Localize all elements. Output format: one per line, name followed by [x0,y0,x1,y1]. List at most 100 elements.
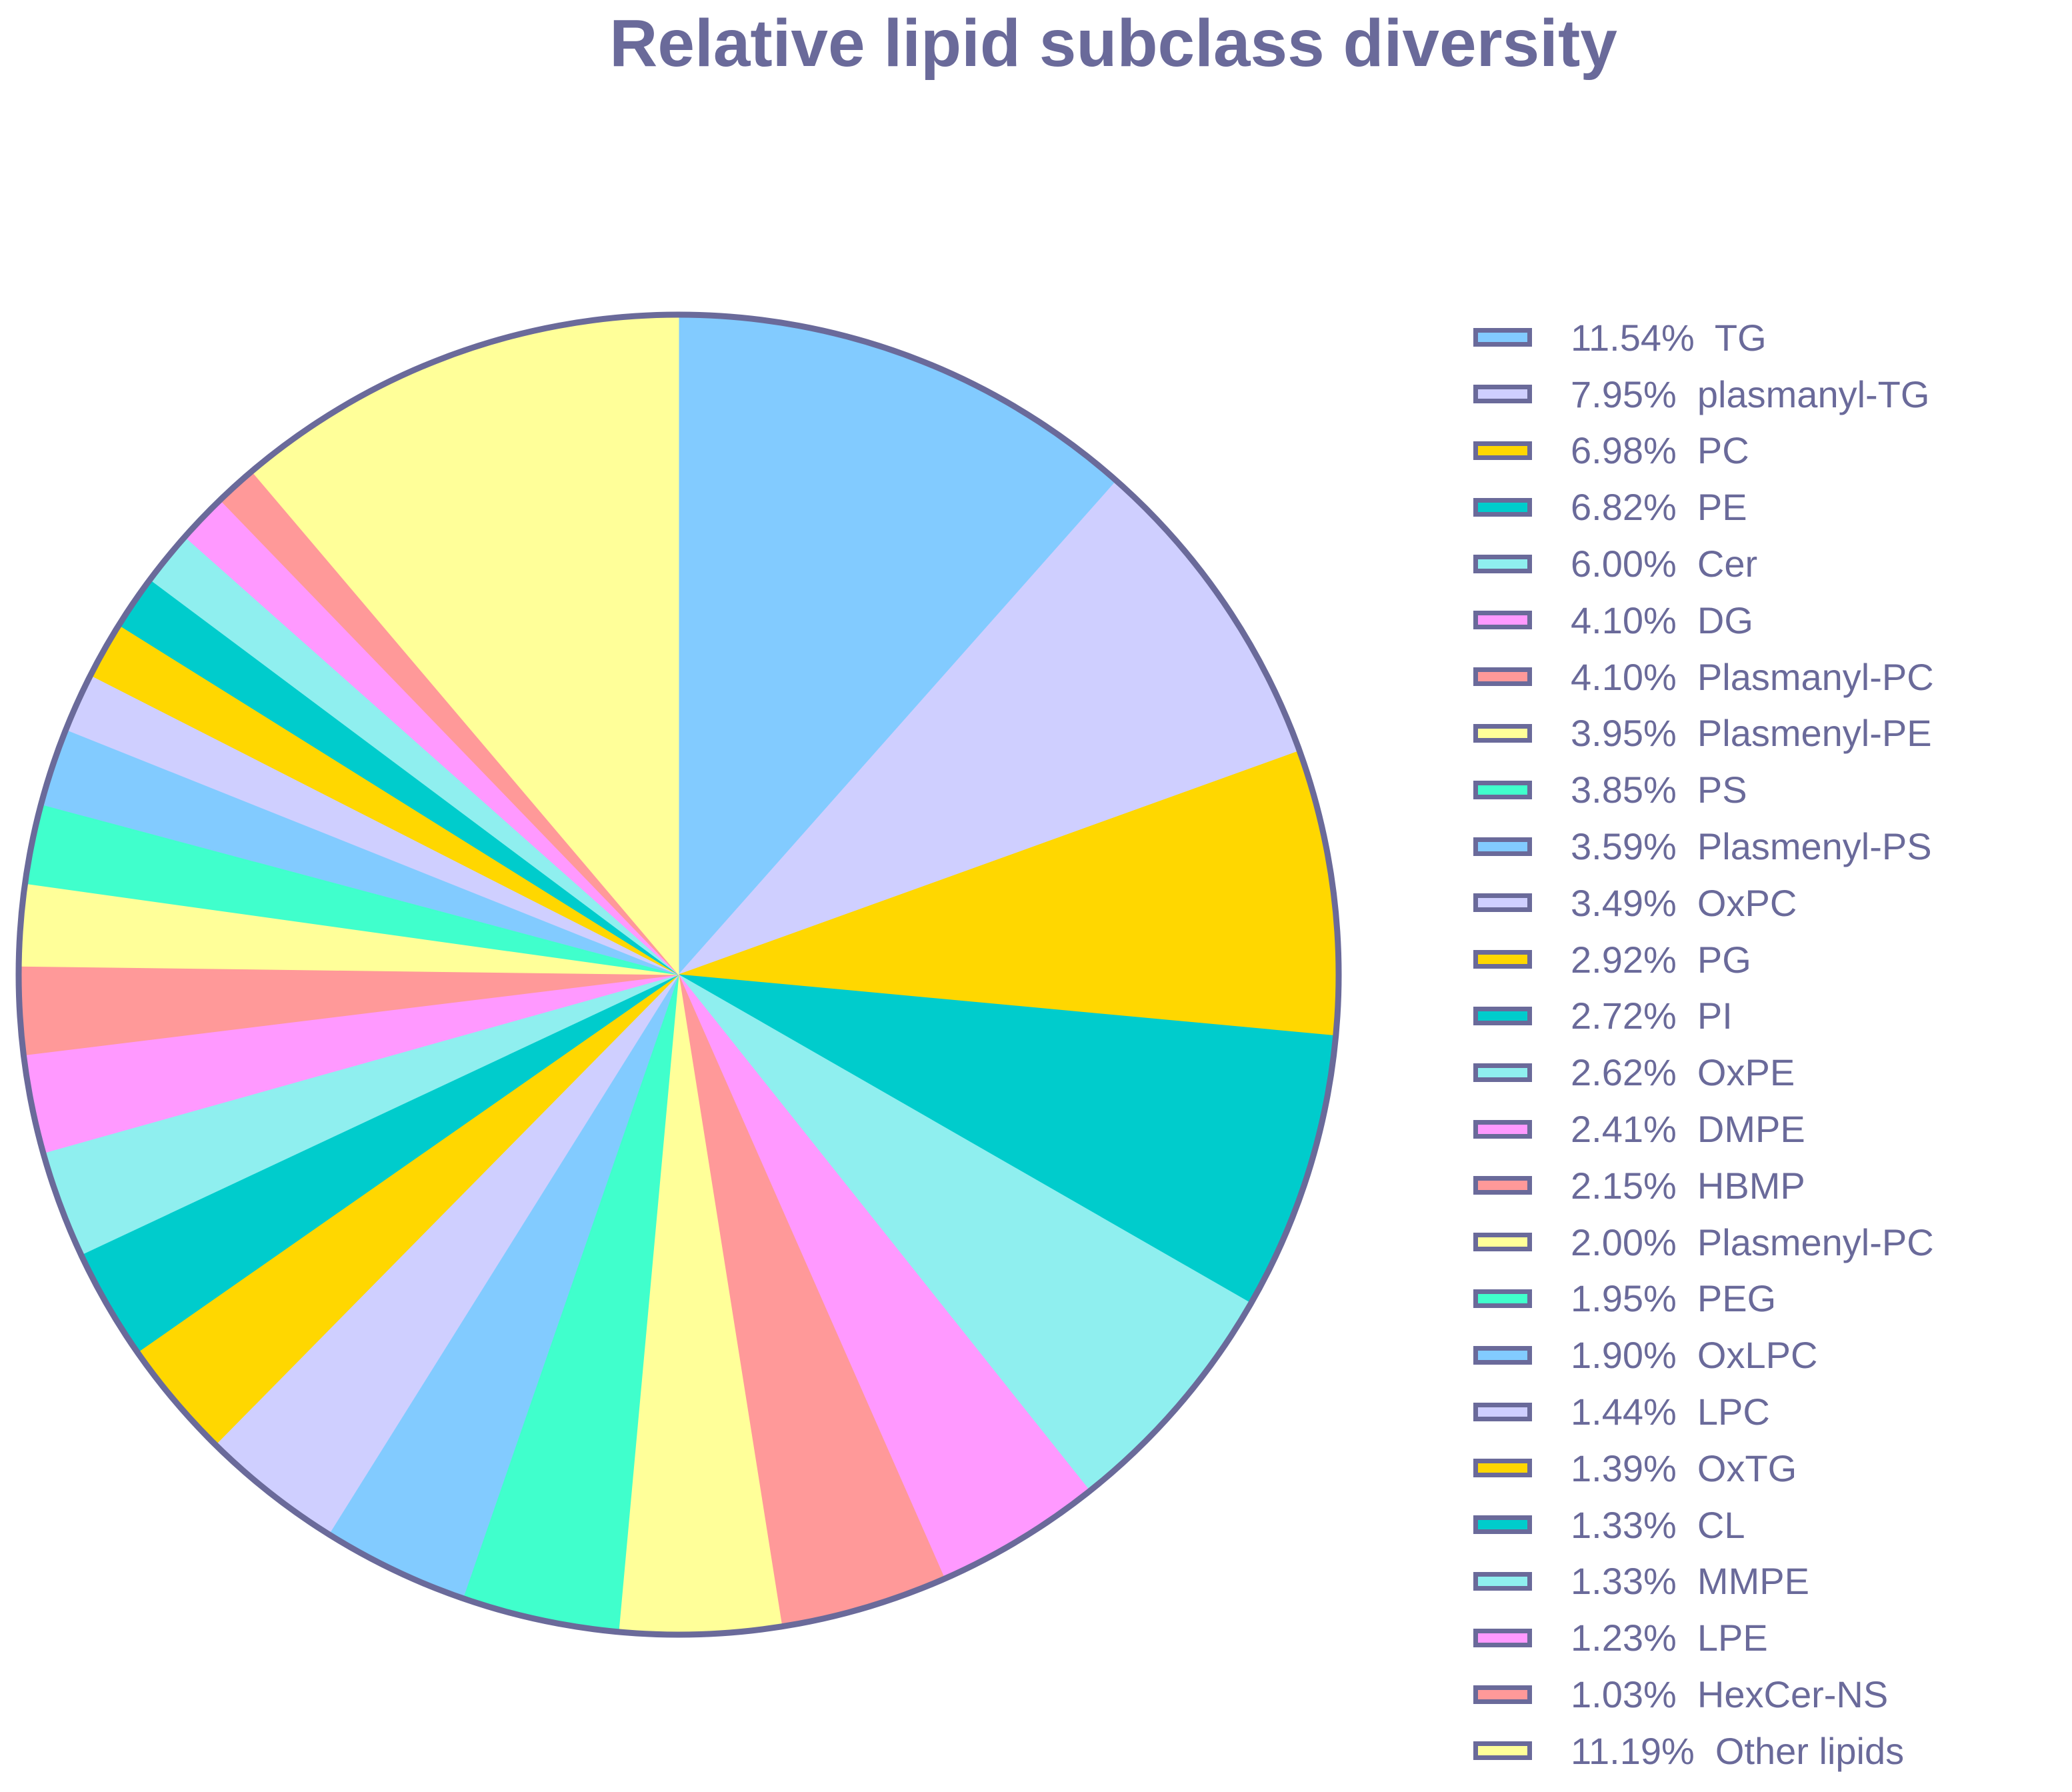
legend-label: plasmanyl-TG [1676,373,1930,415]
legend-label: Plasmenyl-PS [1676,825,1932,868]
legend-item: 1.03% HexCer-NS [1473,1666,1934,1723]
legend-swatch [1473,893,1532,913]
legend-swatch [1473,1515,1532,1535]
legend-swatch [1473,1176,1532,1195]
legend-swatch [1473,1628,1532,1647]
legend-item: 1.33% CL [1473,1497,1934,1553]
legend-percentage: 3.59% [1571,825,1677,868]
legend-label: Cer [1676,543,1758,585]
legend-swatch [1473,1006,1532,1025]
legend-swatch [1473,1741,1532,1761]
legend-item: 2.62% OxPE [1473,1044,1934,1101]
legend-label: HBMP [1676,1164,1805,1207]
legend-swatch [1473,1685,1532,1704]
legend-label: LPC [1676,1391,1770,1433]
pie-chart [15,311,1342,1638]
legend-swatch [1473,441,1532,460]
legend-label: PI [1676,995,1733,1037]
legend-label: PE [1676,486,1747,529]
legend-swatch [1473,723,1532,743]
legend-swatch [1473,554,1532,573]
legend-percentage: 6.82% [1571,486,1677,529]
legend-swatch [1473,611,1532,630]
legend-percentage: 1.23% [1571,1617,1677,1659]
legend-swatch [1473,1289,1532,1308]
legend-label: Plasmenyl-PE [1676,712,1932,755]
legend-item: 7.95% plasmanyl-TG [1473,366,1934,423]
legend-percentage: 1.95% [1571,1277,1677,1320]
legend-swatch [1473,1233,1532,1252]
legend-percentage: 2.00% [1571,1221,1677,1263]
legend-item: 3.59% Plasmenyl-PS [1473,818,1934,875]
legend-item: 3.95% Plasmenyl-PE [1473,705,1934,762]
legend-label: PG [1676,938,1751,981]
legend-item: 1.95% PEG [1473,1271,1934,1327]
legend-label: PEG [1676,1277,1777,1320]
legend-swatch [1473,837,1532,856]
legend-item: 6.98% PC [1473,423,1934,479]
legend-swatch [1473,1571,1532,1591]
legend-item: 2.00% Plasmenyl-PC [1473,1214,1934,1271]
legend-item: 1.33% MMPE [1473,1553,1934,1610]
legend-percentage: 2.62% [1571,1051,1677,1094]
legend-swatch [1473,497,1532,517]
legend-label: DMPE [1676,1108,1805,1151]
legend-item: 6.00% Cer [1473,535,1934,592]
legend-percentage: 1.39% [1571,1447,1677,1489]
legend-item: 3.49% OxPC [1473,875,1934,931]
legend-item: 2.92% PG [1473,931,1934,988]
legend-percentage: 2.92% [1571,938,1677,981]
legend-item: 2.72% PI [1473,988,1934,1045]
legend-percentage: 11.54% [1571,316,1695,359]
legend-label: Plasmenyl-PC [1676,1221,1934,1263]
legend-label: OxTG [1676,1447,1797,1489]
legend-item: 4.10% DG [1473,592,1934,649]
legend-percentage: 1.44% [1571,1391,1677,1433]
legend-percentage: 11.19% [1571,1729,1695,1772]
legend-swatch [1473,950,1532,969]
legend-item: 2.41% DMPE [1473,1101,1934,1157]
legend-item: 3.85% PS [1473,761,1934,818]
legend-label: CL [1676,1503,1745,1546]
legend-label: Plasmanyl-PC [1676,655,1934,698]
legend-label: OxPE [1676,1051,1795,1094]
legend-swatch [1473,1402,1532,1421]
legend-swatch [1473,1063,1532,1082]
legend-item: 6.82% PE [1473,479,1934,535]
legend-item: 1.90% OxLPC [1473,1327,1934,1383]
legend-percentage: 4.10% [1571,599,1677,641]
legend-percentage: 1.90% [1571,1334,1677,1377]
legend-percentage: 3.95% [1571,712,1677,755]
legend-swatch [1473,1345,1532,1365]
legend-percentage: 3.85% [1571,769,1677,811]
legend-item: 1.23% LPE [1473,1609,1934,1666]
legend-item: 1.39% OxTG [1473,1440,1934,1497]
legend-item: 11.19% Other lipids [1473,1723,1934,1779]
legend-label: Other lipids [1694,1729,1905,1772]
legend-label: DG [1676,599,1753,641]
legend: 11.54% TG 7.95% plasmanyl-TG 6.98% PC 6.82%… [1473,309,1934,1779]
legend-item: 1.44% LPC [1473,1383,1934,1440]
legend-swatch [1473,667,1532,687]
legend-percentage: 6.00% [1571,543,1677,585]
legend-percentage: 3.49% [1571,881,1677,924]
legend-label: MMPE [1676,1560,1809,1603]
legend-swatch [1473,1119,1532,1139]
legend-swatch [1473,1459,1532,1478]
legend-percentage: 1.33% [1571,1560,1677,1603]
legend-percentage: 2.72% [1571,995,1677,1037]
legend-swatch [1473,780,1532,799]
pie-slices [18,314,1339,1635]
legend-label: TG [1694,316,1767,359]
legend-label: PC [1676,429,1749,472]
legend-percentage: 7.95% [1571,373,1677,415]
legend-label: HexCer-NS [1676,1673,1889,1716]
legend-label: OxPC [1676,881,1797,924]
legend-swatch [1473,328,1532,347]
legend-label: LPE [1676,1617,1768,1659]
chart-title: Relative lipid subclass diversity [609,6,1617,81]
legend-item: 11.54% TG [1473,309,1934,366]
legend-item: 2.15% HBMP [1473,1157,1934,1214]
legend-label: OxLPC [1676,1334,1818,1377]
legend-percentage: 1.33% [1571,1503,1677,1546]
